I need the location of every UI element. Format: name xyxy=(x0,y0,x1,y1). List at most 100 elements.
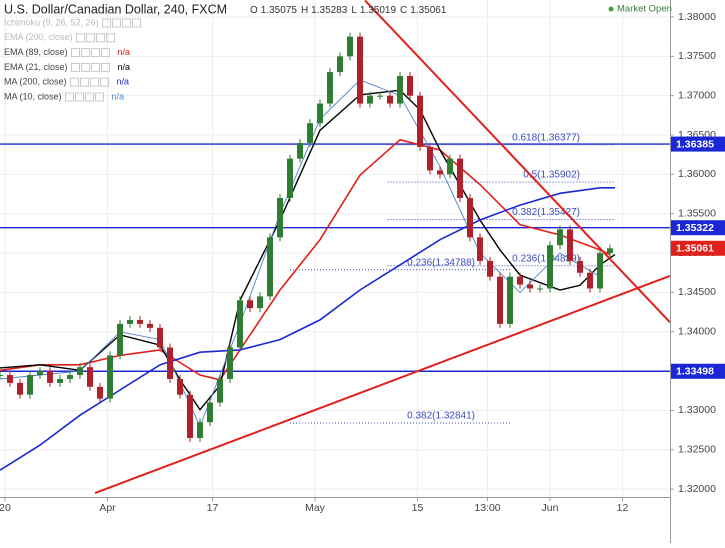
candle xyxy=(307,123,313,143)
candle xyxy=(227,347,233,379)
fib-label: 0.618(1.36377) xyxy=(512,132,580,143)
legend-entry: EMA (89, close) xyxy=(4,47,68,57)
legend-icon xyxy=(80,77,90,87)
legend-icon xyxy=(100,77,110,87)
y-tick-label: 1.38000 xyxy=(678,11,716,23)
legend-icon xyxy=(95,92,105,102)
ohlc-value: 1.35019 xyxy=(360,5,397,16)
price-badge xyxy=(671,240,725,256)
candle xyxy=(557,229,563,246)
ohlc-key: H xyxy=(301,5,308,16)
series-line xyxy=(0,89,616,411)
legend-icon xyxy=(101,48,111,58)
legend-icon xyxy=(132,18,142,28)
candle xyxy=(117,323,123,356)
candle xyxy=(137,319,143,324)
price-badge-label: 1.33498 xyxy=(676,366,714,378)
y-tick-label: 1.36000 xyxy=(678,168,716,180)
indicator-name: Ichimoku (9, 26, 52, 26) xyxy=(4,17,99,27)
x-tick-label: 13:00 xyxy=(474,502,500,514)
ohlc-key: C xyxy=(400,5,407,16)
candle xyxy=(317,103,323,124)
legend-icon xyxy=(96,33,106,43)
candle xyxy=(77,367,83,376)
candle xyxy=(217,378,223,403)
candle xyxy=(177,378,183,395)
x-tick-label: May xyxy=(305,502,326,514)
candle xyxy=(437,170,443,175)
candle xyxy=(17,382,23,395)
legend-entry: MA (200, close) xyxy=(4,77,67,87)
x-tick-label: Jun xyxy=(542,502,559,514)
legend-icon xyxy=(86,33,96,43)
candle xyxy=(417,95,423,147)
candle xyxy=(37,371,43,376)
candle xyxy=(547,245,553,289)
candle xyxy=(287,158,293,198)
candle xyxy=(597,253,603,289)
candle xyxy=(377,95,383,97)
status-dot xyxy=(608,6,614,12)
ohlc-key: L xyxy=(351,5,357,16)
legend-icon xyxy=(81,62,91,72)
legend-icon xyxy=(71,62,81,72)
candle xyxy=(577,260,583,273)
x-tick-label: 17 xyxy=(207,502,219,514)
candle xyxy=(57,378,63,383)
legend-icon xyxy=(70,77,80,87)
legend-status: n/a xyxy=(118,62,131,72)
candle xyxy=(507,276,513,324)
candle xyxy=(237,300,243,348)
candle xyxy=(97,386,103,399)
candle xyxy=(387,95,393,104)
y-tick-label: 1.34000 xyxy=(678,326,716,338)
legend-icon xyxy=(122,18,132,28)
candle xyxy=(497,276,503,324)
candle xyxy=(187,394,193,438)
ohlc-values: O 1.35075 H 1.35283 L 1.35019 C 1.35061 xyxy=(250,5,447,16)
legend-icon xyxy=(81,48,91,58)
legend-icon xyxy=(102,18,112,28)
candle xyxy=(607,248,613,254)
candle xyxy=(267,237,273,297)
candle xyxy=(107,355,113,399)
trendline xyxy=(94,274,671,495)
x-tick-label: 15 xyxy=(412,502,424,514)
x-tick-label: 12 xyxy=(617,502,629,514)
y-tick-label: 1.32500 xyxy=(678,444,716,456)
axes: 1.320001.325001.330001.335001.340001.345… xyxy=(0,11,725,514)
candle xyxy=(427,146,433,171)
legend-icon xyxy=(112,18,122,28)
candle xyxy=(457,158,463,198)
fib-label: 0.5(1.35902) xyxy=(523,170,580,181)
candle xyxy=(447,158,453,175)
series-line xyxy=(0,138,611,381)
price-badge xyxy=(671,220,725,236)
legend-icon xyxy=(71,48,81,58)
candle xyxy=(477,237,483,261)
market-status: Market Open xyxy=(617,4,672,15)
candle xyxy=(587,272,593,289)
price-badge-label: 1.35061 xyxy=(676,243,714,255)
candle xyxy=(487,260,493,277)
candle xyxy=(567,229,573,261)
price-badge xyxy=(671,136,725,152)
candle xyxy=(47,371,53,383)
candle xyxy=(367,95,373,104)
candle xyxy=(467,197,473,238)
legend-icon xyxy=(75,92,85,102)
legend-status: n/a xyxy=(118,47,131,57)
plot: 0.618(1.36377) 0.5(1.35902) 0.382(1.35427)… xyxy=(0,0,671,495)
ohlc-value: 1.35075 xyxy=(261,5,298,16)
legend-icon xyxy=(106,33,116,43)
price-badge-label: 1.36385 xyxy=(676,138,714,150)
y-tick-label: 1.37500 xyxy=(678,50,716,62)
candle xyxy=(247,300,253,309)
y-tick-label: 1.33000 xyxy=(678,404,716,416)
x-tick-label: Apr xyxy=(99,502,116,514)
ohlc-value: 1.35283 xyxy=(311,5,348,16)
legend-entry: EMA (21, close) xyxy=(4,62,68,72)
candle xyxy=(347,36,353,57)
legend-icon xyxy=(91,48,101,58)
